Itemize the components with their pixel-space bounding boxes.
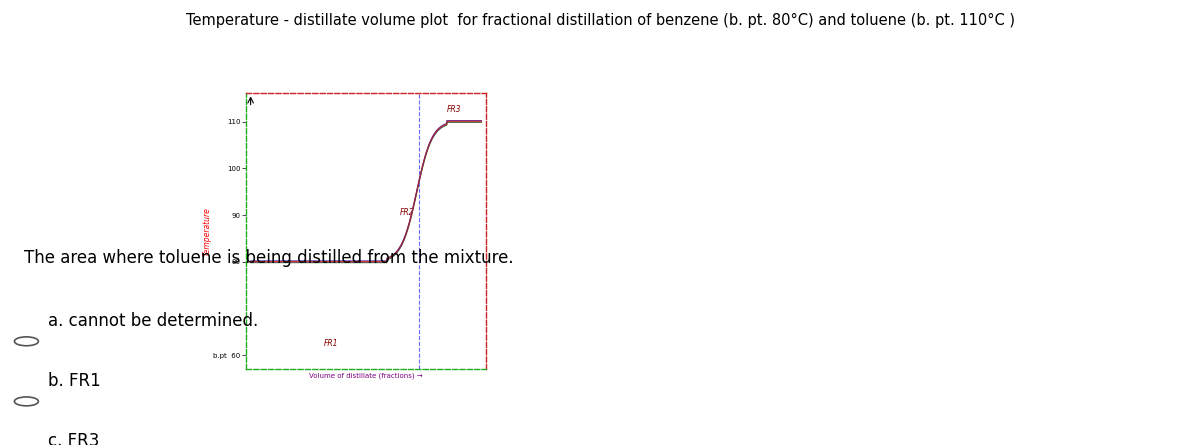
Text: The area where toluene is being distilled from the mixture.: The area where toluene is being distille…: [24, 249, 514, 267]
Text: FR1: FR1: [324, 339, 338, 348]
Text: Temperature - distillate volume plot  for fractional distillation of benzene (b.: Temperature - distillate volume plot for…: [186, 13, 1014, 28]
Text: FR3: FR3: [446, 105, 461, 114]
Text: FR2: FR2: [401, 208, 415, 217]
Text: b. FR1: b. FR1: [48, 372, 101, 389]
Y-axis label: Temperature: Temperature: [203, 207, 212, 256]
Text: c. FR3: c. FR3: [48, 432, 100, 445]
X-axis label: Volume of distillate (fractions) →: Volume of distillate (fractions) →: [310, 372, 422, 379]
Text: a. cannot be determined.: a. cannot be determined.: [48, 312, 258, 329]
